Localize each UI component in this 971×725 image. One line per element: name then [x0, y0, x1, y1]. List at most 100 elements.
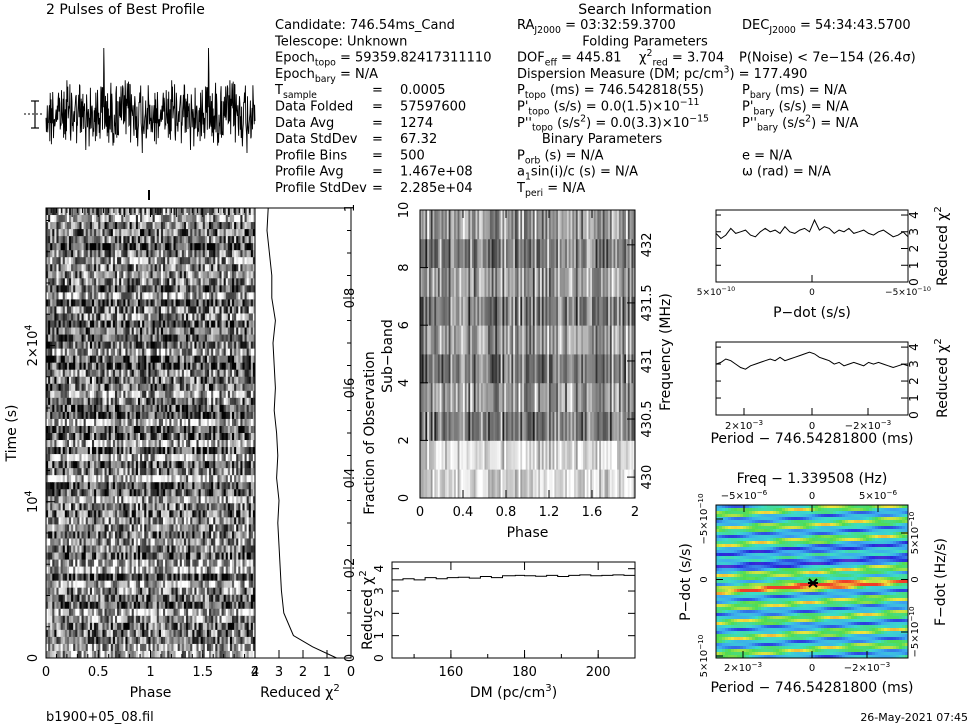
time-phase-cell: [81, 383, 85, 392]
time-phase-cell: [106, 454, 110, 462]
time-phase-cell: [98, 397, 101, 406]
time-phase-cell: [244, 355, 248, 364]
time-phase-cell: [183, 236, 187, 244]
time-phase-cell: [91, 447, 95, 455]
time-phase-cell: [48, 278, 51, 286]
time-phase-cell: [202, 243, 206, 251]
time-phase-cell: [196, 236, 199, 244]
time-phase-cell: [223, 440, 227, 448]
time-phase-cell: [75, 411, 78, 420]
time-phase-cell: [146, 355, 149, 364]
time-phase-cell: [54, 552, 57, 560]
time-phase-cell: [202, 397, 206, 406]
time-phase-cell: [144, 215, 147, 223]
time-phase-cell: [158, 236, 162, 244]
time-phase-cell: [133, 299, 137, 307]
time-phase-cell: [154, 538, 158, 546]
time-phase-cell: [194, 313, 197, 321]
time-phase-cell: [140, 447, 143, 455]
time-phase-cell: [248, 383, 252, 392]
time-phase-cell: [96, 524, 99, 532]
time-phase-cell: [229, 433, 233, 441]
time-phase-cell: [133, 489, 137, 497]
time-phase-cell: [135, 250, 139, 258]
time-phase-cell: [91, 397, 95, 406]
time-phase-cell: [200, 292, 204, 300]
time-phase-cell: [213, 236, 216, 244]
time-phase-cell: [112, 517, 116, 525]
time-phase-cell: [91, 475, 95, 483]
time-phase-cell: [114, 482, 118, 490]
time-phase-cell: [71, 545, 74, 553]
time-phase-cell: [46, 425, 49, 434]
time-phase-cell: [152, 482, 156, 490]
time-phase-cell: [154, 243, 158, 251]
time-phase-cell: [50, 397, 53, 406]
time-phase-cell: [89, 545, 93, 553]
time-phase-cell: [112, 411, 116, 420]
time-phase-cell: [79, 517, 82, 525]
time-phase-cell: [117, 440, 120, 448]
time-phase-cell: [64, 383, 68, 392]
time-phase-cell: [60, 313, 64, 321]
time-phase-cell: [127, 397, 130, 406]
time-phase-cell: [211, 418, 214, 427]
time-phase-cell: [156, 461, 160, 469]
time-phase-cell: [131, 397, 135, 406]
time-phase-cell: [131, 313, 135, 321]
time-phase-cell: [50, 545, 53, 553]
time-phase-cell: [240, 278, 243, 286]
time-phase-cell: [62, 475, 66, 483]
time-phase-cell: [152, 341, 156, 350]
time-phase-cell: [188, 411, 191, 420]
time-phase-cell: [175, 271, 179, 279]
time-phase-cell: [133, 411, 137, 420]
time-phase-cell: [73, 390, 76, 399]
time-phase-cell: [150, 524, 153, 532]
time-phase-cell: [175, 418, 179, 427]
time-phase-cell: [165, 447, 168, 455]
time-phase-cell: [46, 243, 49, 251]
time-phase-cell: [58, 433, 62, 441]
time-phase-cell: [60, 215, 64, 223]
time-phase-cell: [234, 475, 237, 483]
time-phase-cell: [148, 418, 151, 427]
time-phase-cell: [202, 271, 206, 279]
time-phase-cell: [194, 517, 197, 525]
time-phase-cell: [221, 271, 225, 279]
time-phase-cell: [173, 383, 176, 392]
time-phase-cell: [179, 390, 183, 399]
time-phase-cell: [244, 433, 248, 441]
time-phase-cell: [133, 222, 137, 230]
time-phase-cell: [169, 341, 172, 350]
time-phase-cell: [73, 299, 76, 307]
time-phase-cell: [221, 243, 225, 251]
time-phase-cell: [81, 524, 85, 532]
time-phase-cell: [123, 447, 126, 455]
time-phase-cell: [198, 292, 202, 300]
time-phase-cell: [215, 454, 218, 462]
time-phase-cell: [240, 341, 243, 350]
time-phase-cell: [119, 461, 122, 469]
time-phase-cell: [144, 243, 147, 251]
time-phase-cell: [123, 475, 126, 483]
time-phase-cell: [190, 390, 193, 399]
time-phase-cell: [119, 376, 122, 385]
time-phase-cell: [209, 411, 212, 420]
time-phase-cell: [171, 243, 174, 251]
time-phase-cell: [213, 440, 216, 448]
time-phase-cell: [75, 390, 78, 399]
time-phase-cell: [94, 418, 97, 427]
time-phase-cell: [156, 482, 160, 490]
time-phase-cell: [56, 531, 59, 539]
time-phase-cell: [229, 215, 233, 223]
time-phase-cell: [163, 496, 166, 504]
time-phase-cell: [146, 271, 149, 279]
time-phase-cell: [144, 425, 147, 434]
time-phase-cell: [177, 306, 181, 314]
time-phase-cell: [94, 229, 97, 237]
time-phase-cell: [46, 418, 49, 427]
time-phase-cell: [179, 334, 183, 342]
time-phase-cell: [56, 292, 59, 300]
time-phase-cell: [158, 454, 162, 462]
